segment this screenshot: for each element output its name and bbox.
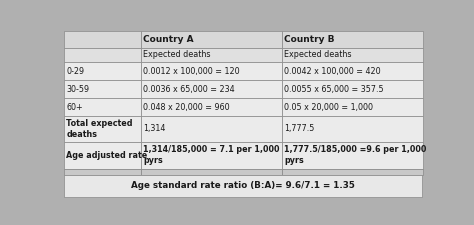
Bar [141,48,282,62]
Bar [64,142,141,169]
Bar [64,175,422,197]
Bar [282,62,422,80]
Text: 0.0055 x 65,000 = 357.5: 0.0055 x 65,000 = 357.5 [284,85,384,94]
Bar [141,98,282,116]
Bar [64,80,141,98]
Text: 0.05 x 20,000 = 1,000: 0.05 x 20,000 = 1,000 [284,103,373,112]
Bar [64,48,141,62]
Bar [141,116,282,142]
Bar [282,98,422,116]
Bar [141,31,282,48]
Bar [282,169,422,175]
Bar [282,31,422,48]
Bar [64,116,141,142]
Text: Country B: Country B [284,35,335,44]
Text: Age adjusted rate: Age adjusted rate [66,151,147,160]
Text: Expected deaths: Expected deaths [284,50,352,59]
Text: 0.0036 x 65,000 = 234: 0.0036 x 65,000 = 234 [143,85,235,94]
Bar [141,169,282,175]
Bar [282,48,422,62]
Text: Country A: Country A [143,35,194,44]
Text: 0.0042 x 100,000 = 420: 0.0042 x 100,000 = 420 [284,67,381,76]
Text: 0.0012 x 100,000 = 120: 0.0012 x 100,000 = 120 [143,67,240,76]
Bar [64,62,141,80]
Text: Expected deaths: Expected deaths [143,50,211,59]
Text: 1,777.5/185,000 =9.6 per 1,000
pyrs: 1,777.5/185,000 =9.6 per 1,000 pyrs [284,146,427,165]
Text: 30-59: 30-59 [66,85,90,94]
Bar [141,62,282,80]
Bar [282,80,422,98]
Bar [141,80,282,98]
Text: Total expected
deaths: Total expected deaths [66,119,133,139]
Text: 60+: 60+ [66,103,83,112]
Text: Age standard rate ratio (B:A)= 9.6/7.1 = 1.35: Age standard rate ratio (B:A)= 9.6/7.1 =… [131,181,355,190]
Bar [282,142,422,169]
Bar [141,142,282,169]
Bar [64,31,141,48]
Text: 0-29: 0-29 [66,67,84,76]
Bar [282,116,422,142]
Text: 1,314: 1,314 [143,124,166,133]
Text: 0.048 x 20,000 = 960: 0.048 x 20,000 = 960 [143,103,230,112]
Bar [64,98,141,116]
Text: 1,314/185,000 = 7.1 per 1,000
pyrs: 1,314/185,000 = 7.1 per 1,000 pyrs [143,146,280,165]
Text: 1,777.5: 1,777.5 [284,124,315,133]
Bar [64,169,141,175]
